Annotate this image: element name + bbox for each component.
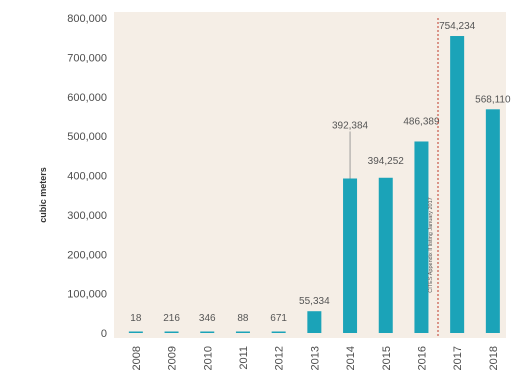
x-tick-label-2008: 2008 bbox=[131, 346, 143, 370]
bar-2018 bbox=[485, 109, 500, 333]
y-tick-label: 0 bbox=[101, 328, 107, 340]
bar-2011 bbox=[235, 331, 250, 333]
x-tick-label-2009: 2009 bbox=[167, 346, 179, 370]
x-tick-label-2012: 2012 bbox=[274, 346, 286, 370]
y-axis-ticks: 0 100,000 200,000 300,000 400,000 500,000 600,… bbox=[67, 13, 107, 340]
y-tick-label: 500,000 bbox=[67, 131, 107, 143]
value-labels: 18 216 346 88 671 55,334 392,384 394,252 486,389… bbox=[130, 21, 511, 324]
y-tick-label: 800,000 bbox=[67, 13, 107, 25]
value-label-2016: 486,389 bbox=[403, 116, 440, 127]
bar-2013 bbox=[307, 311, 322, 333]
value-label-2008: 18 bbox=[130, 313, 142, 324]
x-tick-label-2016: 2016 bbox=[416, 346, 428, 370]
value-label-2013: 55,334 bbox=[299, 296, 330, 307]
bar-2008 bbox=[128, 331, 143, 333]
bar-2014 bbox=[343, 178, 358, 333]
x-tick-label-2011: 2011 bbox=[238, 346, 250, 370]
x-tick-label-2013: 2013 bbox=[309, 346, 321, 370]
cites-listing-annotation: CITES Appendix II listing January 2017 bbox=[428, 197, 434, 292]
value-label-2014: 392,384 bbox=[332, 120, 369, 131]
y-tick-label: 600,000 bbox=[67, 92, 107, 104]
value-label-2011: 88 bbox=[237, 313, 249, 324]
x-tick-label-2018: 2018 bbox=[488, 346, 500, 370]
value-label-2009: 216 bbox=[163, 313, 180, 324]
y-tick-label: 700,000 bbox=[67, 52, 107, 64]
bar-2012 bbox=[271, 331, 286, 333]
plot-background bbox=[114, 12, 506, 338]
bar-2016 bbox=[414, 141, 429, 333]
bar-2009 bbox=[164, 331, 179, 333]
x-tick-label-2010: 2010 bbox=[202, 346, 214, 370]
y-tick-label: 300,000 bbox=[67, 210, 107, 222]
value-label-2010: 346 bbox=[199, 313, 216, 324]
y-axis-label: cubic meters bbox=[38, 167, 48, 223]
x-axis-ticks: 2008 2009 2010 2011 2012 2013 2014 2015 2016 2017… bbox=[131, 346, 500, 370]
bar-2010 bbox=[200, 331, 215, 333]
x-tick-label-2014: 2014 bbox=[345, 346, 357, 370]
y-tick-label: 400,000 bbox=[67, 171, 107, 183]
y-tick-label: 200,000 bbox=[67, 249, 107, 261]
bar-2015 bbox=[378, 177, 393, 333]
value-label-2012: 671 bbox=[270, 313, 287, 324]
value-label-2018: 568,110 bbox=[475, 94, 511, 105]
bar-2017 bbox=[450, 36, 465, 334]
y-tick-label: 100,000 bbox=[67, 289, 107, 301]
x-tick-label-2017: 2017 bbox=[452, 346, 464, 370]
x-tick-label-2015: 2015 bbox=[381, 346, 393, 370]
value-label-2015: 394,252 bbox=[368, 156, 405, 167]
value-label-2017: 754,234 bbox=[439, 21, 476, 32]
bars bbox=[128, 36, 500, 334]
